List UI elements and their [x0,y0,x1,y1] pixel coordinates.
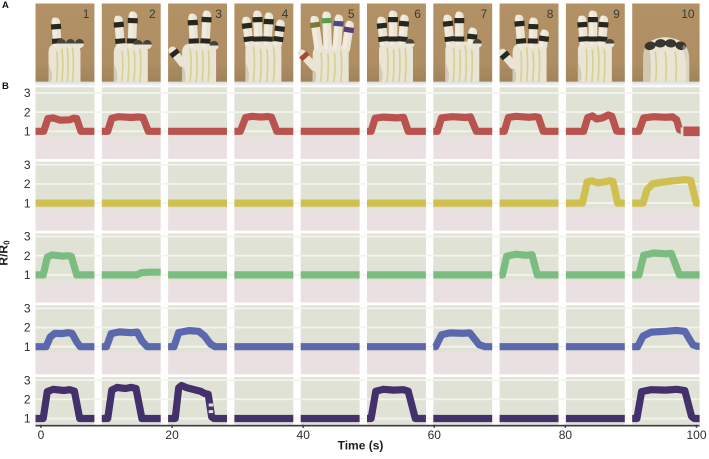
svg-text:1: 1 [24,268,31,282]
svg-text:100: 100 [686,428,706,442]
svg-text:9: 9 [613,7,620,21]
svg-text:3: 3 [24,86,31,100]
svg-text:40: 40 [297,428,311,442]
svg-text:1: 1 [24,196,31,210]
svg-text:10: 10 [681,7,695,21]
svg-text:1: 1 [83,7,90,21]
svg-text:20: 20 [165,428,179,442]
svg-text:2: 2 [24,321,31,335]
svg-text:60: 60 [428,428,442,442]
svg-text:3: 3 [24,158,31,172]
svg-text:7: 7 [481,7,488,21]
svg-text:3: 3 [215,7,222,21]
svg-text:A: A [2,0,9,11]
svg-text:R/R0: R/R0 [0,240,12,266]
svg-text:Time (s): Time (s) [338,439,384,453]
svg-text:2: 2 [24,249,31,263]
svg-text:3: 3 [24,230,31,244]
svg-text:2: 2 [24,177,31,191]
svg-text:1: 1 [24,340,31,354]
svg-text:2: 2 [149,7,156,21]
svg-text:5: 5 [348,7,355,21]
svg-text:1: 1 [24,412,31,426]
svg-text:4: 4 [282,7,289,21]
svg-text:6: 6 [414,7,421,21]
svg-text:0: 0 [38,428,45,442]
svg-text:B: B [2,81,9,92]
svg-text:8: 8 [547,7,554,21]
svg-text:3: 3 [24,373,31,387]
svg-text:2: 2 [24,393,31,407]
svg-text:80: 80 [559,428,573,442]
svg-text:1: 1 [24,125,31,139]
svg-text:3: 3 [24,302,31,316]
svg-text:2: 2 [24,105,31,119]
